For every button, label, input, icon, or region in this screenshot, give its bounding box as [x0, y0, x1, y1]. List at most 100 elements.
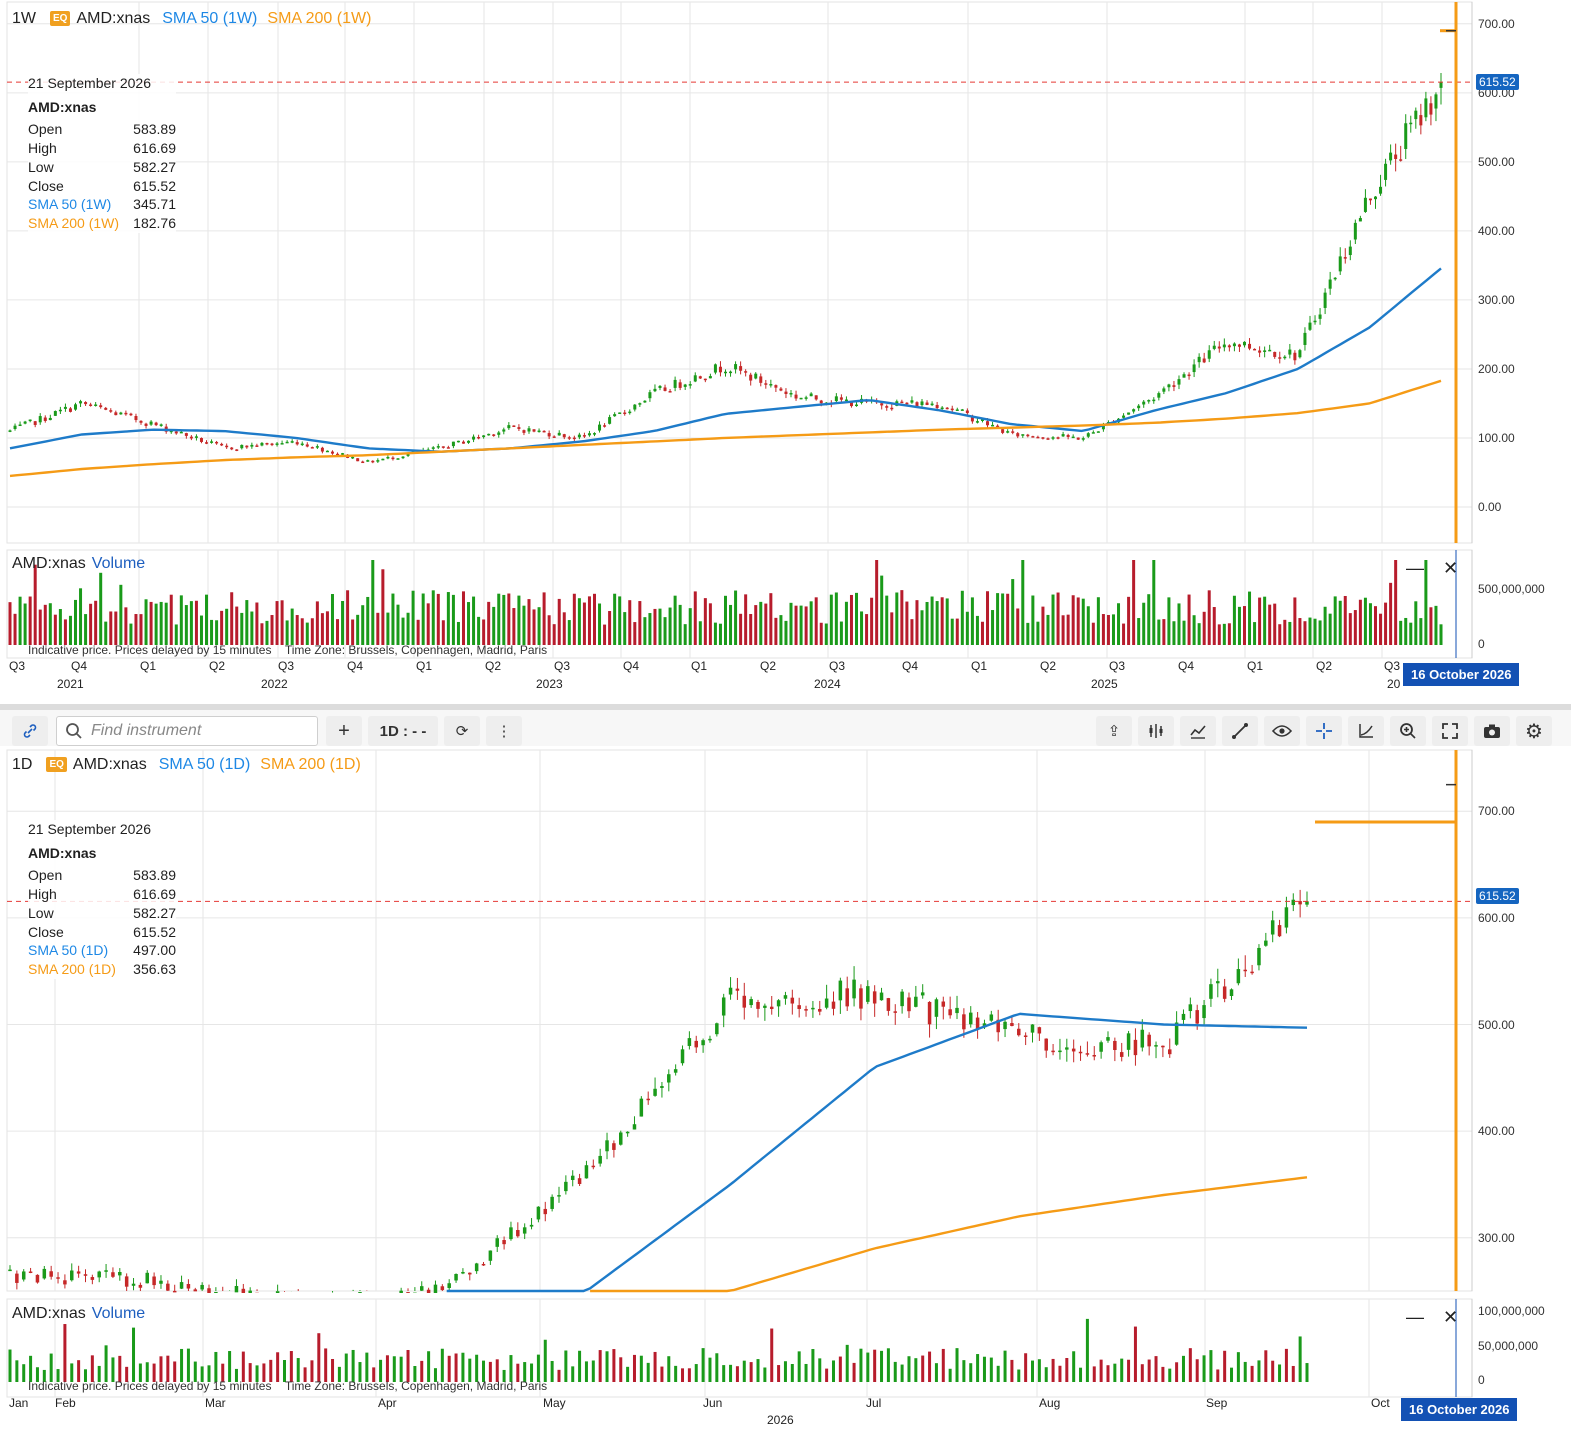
volume-bar [1001, 593, 1005, 645]
volume-tick: 0 [1478, 1373, 1485, 1387]
candle-body [522, 1227, 527, 1234]
find-instrument-search[interactable]: Find instrument [56, 716, 318, 746]
candle-body [1154, 1045, 1158, 1047]
candle-body [270, 443, 274, 446]
volume-bar [269, 1359, 273, 1382]
curve-tool-icon[interactable] [1348, 716, 1384, 746]
candle-body [467, 440, 471, 443]
volume-bar [537, 607, 541, 645]
volume-bar [1399, 620, 1403, 645]
candle-body [920, 401, 924, 406]
candle-body [598, 424, 602, 431]
volume-bar [844, 601, 848, 645]
candle-body [512, 425, 516, 427]
sma50-label[interactable]: SMA 50 (1D) [158, 756, 251, 773]
candle-body [431, 447, 435, 449]
candle-body [701, 1040, 705, 1046]
candle-body [1313, 320, 1317, 323]
volume-bar [779, 615, 783, 645]
candle-body [1041, 437, 1045, 439]
candle-body [527, 428, 531, 432]
candle-body [477, 437, 481, 439]
sma50-label[interactable]: SMA 50 (1W) [162, 10, 258, 27]
candle-body [1162, 388, 1166, 392]
zoom-icon[interactable] [1390, 716, 1426, 746]
share-icon[interactable]: ⇪ [1096, 716, 1132, 746]
candle-body [784, 391, 788, 395]
candle-body [241, 1288, 246, 1293]
candle-body [734, 364, 738, 370]
minimize-icon[interactable]: — [1406, 558, 1424, 578]
volume-bar [325, 611, 329, 645]
weekly-price-chart[interactable] [0, 0, 1571, 545]
volume-bar [1046, 614, 1050, 645]
crosshair-icon[interactable] [1306, 716, 1342, 746]
weekly-volume-chart[interactable] [0, 549, 1571, 659]
chart-type-icon[interactable] [1138, 716, 1174, 746]
candle-body [138, 1284, 143, 1288]
settings-gear-icon[interactable]: ⚙ [1516, 716, 1552, 746]
interval-selector[interactable]: 1D : - - [368, 716, 438, 746]
symbol-label[interactable]: AMD:xnas [72, 756, 147, 773]
candle-body [516, 1230, 520, 1237]
candle-body [179, 1282, 184, 1289]
camera-icon[interactable] [1474, 716, 1510, 746]
link-icon[interactable] [12, 716, 48, 746]
candle-body [1174, 1022, 1179, 1045]
timeframe-label[interactable]: 1W [12, 10, 36, 27]
volume-bar [1175, 1362, 1179, 1382]
refresh-icon[interactable]: ⟳ [444, 716, 480, 746]
volume-bar [1278, 624, 1282, 645]
candle-body [119, 412, 123, 415]
candle-body [1099, 1042, 1103, 1052]
candle-body [562, 434, 566, 438]
volume-bar [451, 594, 455, 645]
eye-icon[interactable] [1264, 716, 1300, 746]
vertical-dots-icon[interactable]: ⋮ [486, 716, 522, 746]
volume-bar [477, 616, 481, 645]
search-input[interactable]: Find instrument [91, 722, 202, 739]
candle-body [1217, 346, 1221, 349]
minimize-icon[interactable]: — [1406, 1307, 1424, 1327]
volume-bar [89, 603, 93, 645]
volume-bar [159, 601, 163, 645]
volume-bar [735, 1366, 739, 1382]
candle-body [1278, 357, 1282, 359]
candle-body [1270, 920, 1275, 935]
sma200-label[interactable]: SMA 200 (1W) [267, 10, 372, 27]
volume-bar [84, 614, 88, 645]
indicators-icon[interactable] [1180, 716, 1216, 746]
sma200-label[interactable]: SMA 200 (1D) [260, 756, 361, 773]
sma200-line [9, 379, 1442, 478]
candle-body [577, 1178, 582, 1184]
draw-line-icon[interactable] [1222, 716, 1258, 746]
daily-price-chart[interactable] [0, 748, 1571, 1293]
legend-close-label: Close [28, 177, 64, 194]
volume-symbol: AMD:xnas [12, 555, 86, 572]
close-icon[interactable]: ✕ [1443, 558, 1459, 578]
candle-body [1161, 1045, 1165, 1048]
volume-bar [245, 600, 249, 645]
month-label: Sep [1206, 1396, 1228, 1410]
candle-body [255, 445, 259, 447]
volume-bar [104, 1345, 108, 1382]
close-icon[interactable]: ✕ [1443, 1307, 1459, 1327]
candle-body [834, 396, 838, 402]
add-instrument-button[interactable]: + [326, 716, 362, 746]
candle-body [134, 416, 138, 421]
timeframe-label[interactable]: 1D [12, 756, 33, 773]
candle-body [63, 406, 67, 409]
volume-bar [1058, 1365, 1062, 1382]
equity-badge: EQ [50, 11, 71, 26]
candle-body [1348, 246, 1352, 256]
candle-body [1328, 279, 1332, 289]
daily-volume-chart[interactable] [0, 1298, 1571, 1398]
candle-body [207, 1288, 211, 1293]
volume-bar [1222, 623, 1226, 645]
fullscreen-icon[interactable] [1432, 716, 1468, 746]
volume-bar [509, 1355, 513, 1382]
candle-body [1439, 82, 1443, 88]
symbol-label[interactable]: AMD:xnas [76, 10, 151, 27]
volume-bar [1414, 601, 1418, 645]
candle-body [591, 1165, 596, 1168]
